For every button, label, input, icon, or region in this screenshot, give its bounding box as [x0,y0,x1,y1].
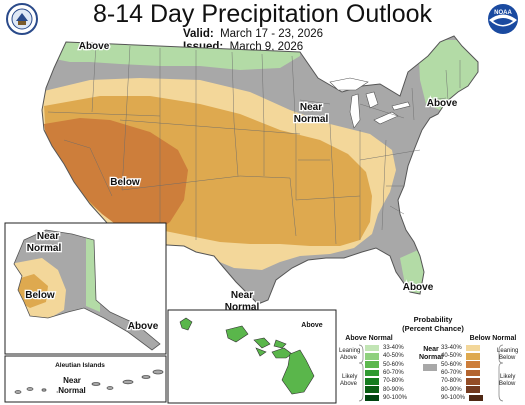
legend-above-swatch [365,378,379,385]
great-lakes [329,77,411,129]
aleutian-title: Aleutian Islands [55,362,105,369]
legend-below-swatch [469,394,484,402]
legend-below-row: 90-100% [441,394,501,402]
noaa-logo-text: NOAA [494,10,512,16]
legend-below-column: 33-40% 40-50% 50-60% 60-70% 70-80% 80-90% 90-1… [441,344,501,402]
legend-above-row: 80-90% [365,385,425,393]
label-ak-above: Above [128,321,159,332]
below-50-60-region [44,118,188,236]
legend-above-row: 33-40% [365,344,425,352]
legend-below-swatch [465,369,480,377]
legend-below-header: Below Normal [469,335,517,342]
label-near-normal-midwest-line2: Normal [294,114,329,125]
hawaii-inset-frame [167,309,337,404]
valid-dates: March 17 - 23, 2026 [220,28,323,40]
label-hi-above: Above [301,322,323,329]
legend-below-row: 80-90% [441,385,501,393]
label-ak-below: Below [25,290,55,301]
legend-below-swatch [465,353,480,360]
legend-likely-above-line2: Above [340,381,358,387]
label-ak-near-normal-line1: Near [37,231,59,242]
label-aleutian-near-line2: Normal [58,386,86,395]
legend-brackets [358,344,504,402]
hawaii-inset: Above [167,309,337,404]
state-boundaries [47,43,461,245]
legend-below-range: 50-60% [441,361,462,368]
legend-above-range: 33-40% [383,345,404,352]
legend-above-swatch [365,386,379,393]
hawaii-islands [179,317,315,395]
noaa-seal-logo [6,3,38,35]
legend: Probability (Percent Chance) Above Norma… [337,311,525,405]
legend-above-row: 70-80% [365,377,425,385]
label-ak-near-normal-line2: Normal [27,243,62,254]
legend-above-row: 50-60% [365,361,425,369]
label-below-southwest: Below [110,177,140,188]
legend-below-range: 60-70% [441,370,462,377]
legend-below-range: 70-80% [441,378,462,385]
legend-below-row: 40-50% [441,352,501,360]
alaska-outline [13,229,161,351]
aleutian-inset: Aleutian Islands Near Normal [4,355,167,403]
legend-above-row: 40-50% [365,352,425,360]
legend-below-row: 50-60% [441,361,501,369]
legend-below-row: 60-70% [441,369,501,377]
legend-near-header-line1: Near [423,346,439,353]
legend-leaning-below-line2: Below [499,355,516,361]
legend-above-range: 40-50% [383,353,404,360]
noaa-logo: NOAA [488,4,518,34]
legend-below-swatch [465,386,480,393]
valid-label: Valid: [183,28,214,40]
legend-above-swatch [365,394,379,402]
legend-above-column: 33-40% 40-50% 50-60% 60-70% 70-80% 80-90% 90-1… [365,344,425,402]
legend-above-row: 60-70% [365,369,425,377]
legend-above-swatch [365,361,379,368]
legend-below-range: 90-100% [441,394,466,401]
aleutian-islands [14,369,164,394]
map-title: 8-14 Day Precipitation Outlook [92,0,433,28]
label-near-normal-texas-line1: Near [231,290,253,301]
legend-leaning-above-line2: Above [340,355,358,361]
legend-title-line2: (Percent Chance) [402,324,464,333]
legend-likely-below-line2: Below [499,381,516,387]
legend-above-row: 90-100% [365,394,425,402]
legend-leaning-above-line1: Leaning [339,348,361,354]
legend-below-swatch [465,344,480,352]
legend-below-swatch [465,378,480,385]
legend-above-header: Above Normal [345,335,393,342]
legend-near-swatch [423,364,437,371]
legend-below-swatch [465,361,480,368]
legend-near-header-line2: Normal [418,354,444,361]
legend-above-range: 70-80% [383,378,404,385]
legend-below-range: 40-50% [441,353,462,360]
legend-above-swatch [365,369,379,377]
label-above-florida: Above [403,282,434,293]
legend-above-range: 60-70% [383,370,404,377]
label-aleutian-near-line1: Near [63,376,81,385]
legend-below-row: 70-80% [441,377,501,385]
legend-above-range: 90-100% [383,394,408,401]
legend-above-range: 80-90% [383,386,404,393]
legend-above-swatch [365,344,379,352]
label-above-northwest: Above [79,41,110,52]
alaska-inset: Near Normal Below Above [4,222,167,355]
legend-likely-above-line1: Likely [342,374,358,380]
legend-leaning-below-line1: Leaning [497,348,519,354]
legend-above-swatch [365,353,379,360]
legend-below-range: 33-40% [441,345,462,352]
valid-date-line: Valid: March 17 - 23, 2026 [183,28,323,40]
label-near-normal-midwest-line1: Near [300,102,322,113]
aleutian-inset-frame [4,355,167,403]
legend-likely-below-line1: Likely [500,374,516,380]
label-above-northeast: Above [427,98,458,109]
legend-below-range: 80-90% [441,386,462,393]
legend-below-row: 33-40% [441,344,501,352]
legend-title-line1: Probability [413,315,453,324]
legend-above-range: 50-60% [383,361,404,368]
